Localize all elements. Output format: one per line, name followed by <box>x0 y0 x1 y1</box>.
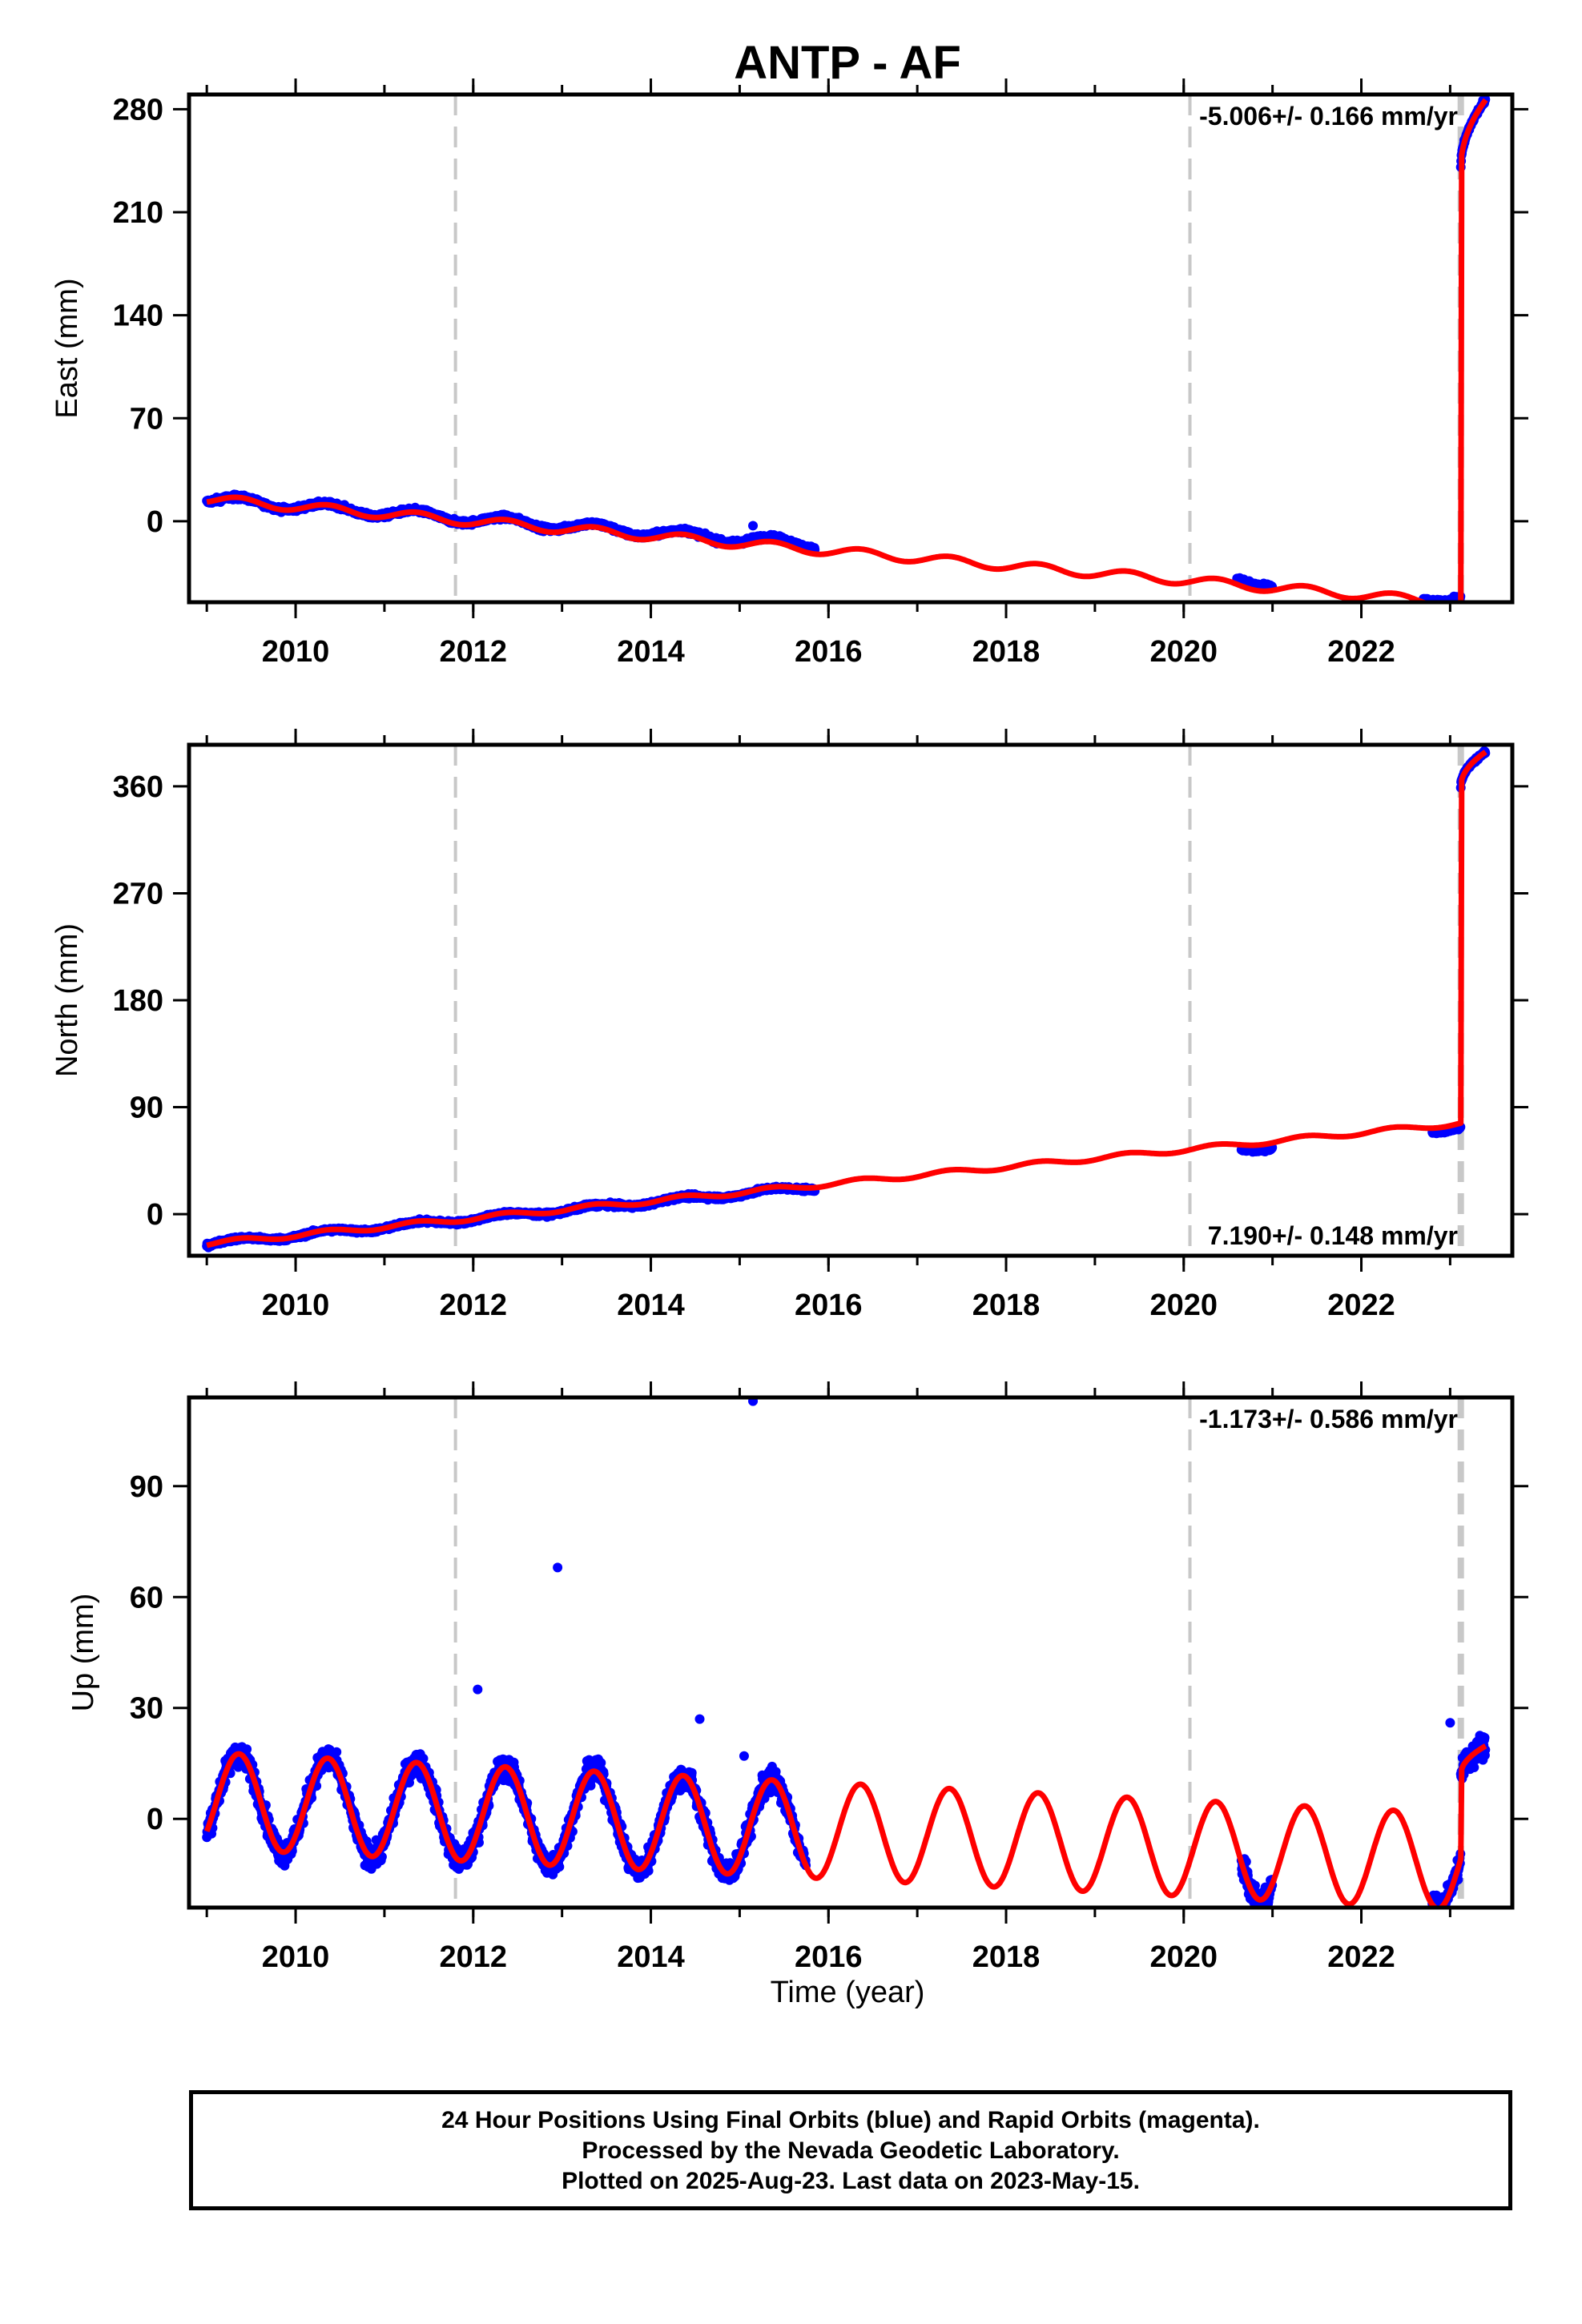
north-x-tick-label: 2018 <box>972 1289 1041 1322</box>
east-x-tick-label: 2014 <box>617 635 685 669</box>
panel-north: 2010 2012 2014 2016 2018 2020 2022 0 90 180 270 360… <box>50 729 1528 1322</box>
east-outlier-point <box>748 521 759 531</box>
figure-title: ANTP - AF <box>734 37 961 89</box>
north-model-fit-line <box>204 750 1488 1248</box>
north-y-tick-label: 270 <box>113 877 163 911</box>
north-y-tick-label: 180 <box>113 984 163 1018</box>
east-y-axis-label: East (mm) <box>50 278 84 418</box>
up-data-point <box>242 1744 252 1755</box>
east-x-tick-label: 2018 <box>972 635 1041 669</box>
east-rate-label: -5.006+/- 0.166 mm/yr <box>1199 102 1458 131</box>
east-x-tick-label: 2022 <box>1327 635 1395 669</box>
east-y-tick-label: 0 <box>147 505 163 539</box>
east-model-fit-line <box>204 98 1488 602</box>
east-y-tick-label: 280 <box>113 93 163 127</box>
north-y-tick-label: 90 <box>130 1092 163 1125</box>
east-frame <box>187 92 1515 605</box>
panel-east: 2010 2012 2014 2016 2018 2020 2022 0 70 140 210 280… <box>50 78 1528 669</box>
north-x-tick-label: 2014 <box>617 1289 685 1322</box>
panels: 2010 2012 2014 2016 2018 2020 2022 0 70 140 210 280… <box>50 78 1528 1974</box>
east-x-tick-label: 2010 <box>262 635 330 669</box>
up-plot-area <box>202 1397 1491 1908</box>
east-x-tick-label: 2012 <box>440 635 508 669</box>
north-x-tick-label: 2020 <box>1149 1289 1218 1322</box>
up-data-point <box>332 1747 342 1757</box>
north-x-tick-label: 2012 <box>440 1289 508 1322</box>
north-x-tick-label: 2016 <box>795 1289 863 1322</box>
north-observations <box>202 746 1491 1252</box>
north-y-tick-label: 0 <box>147 1198 163 1232</box>
east-y-tick-label: 70 <box>130 402 163 436</box>
north-x-tick-label: 2010 <box>262 1289 330 1322</box>
north-x-tick-label: 2022 <box>1327 1289 1395 1322</box>
east-y-tick-label: 140 <box>113 300 163 333</box>
up-observations <box>202 1397 1491 1908</box>
east-y-tick-label: 210 <box>113 196 163 230</box>
east-x-tick-label: 2020 <box>1149 635 1218 669</box>
north-rate-label: 7.190+/- 0.148 mm/yr <box>1208 1221 1458 1250</box>
east-observations <box>202 94 1491 602</box>
north-y-axis-label: North (mm) <box>50 923 84 1077</box>
north-plot-area <box>202 745 1491 1256</box>
east-plot-area <box>202 94 1491 602</box>
east-x-tick-label: 2016 <box>795 635 863 669</box>
north-y-tick-label: 360 <box>113 770 163 804</box>
